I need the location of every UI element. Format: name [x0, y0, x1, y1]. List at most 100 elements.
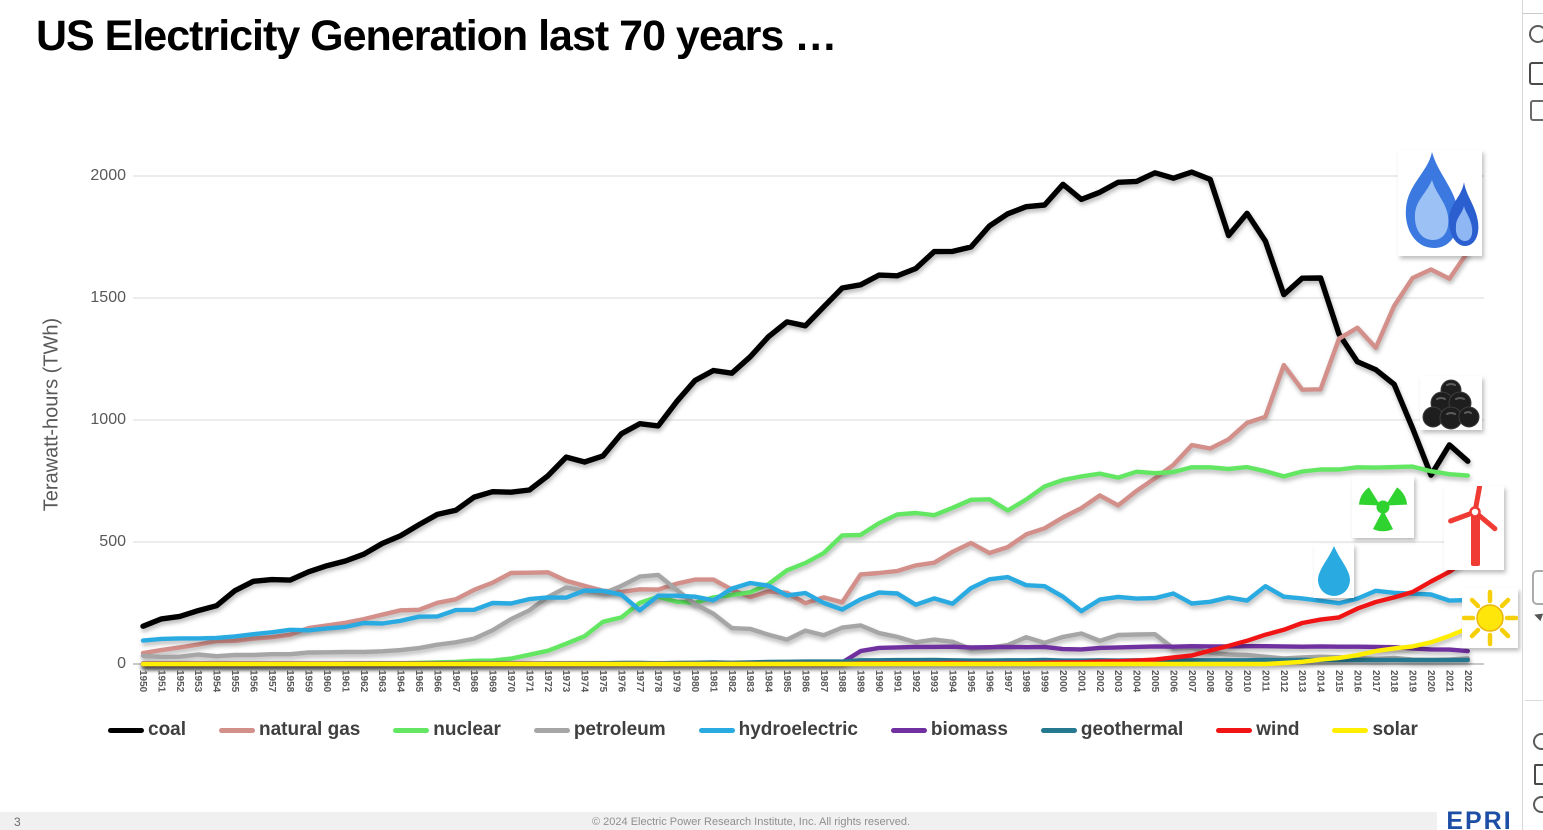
x-tick-label: 1988: [836, 670, 848, 693]
x-tick-label: 2007: [1185, 670, 1197, 693]
x-tick-label: 1991: [891, 670, 903, 693]
x-tick-label: 1974: [578, 670, 590, 693]
panel-icon-fragment-circle-2[interactable]: [1533, 733, 1543, 750]
x-tick-label: 1998: [1020, 670, 1032, 693]
x-tick-label: 1990: [873, 670, 884, 693]
x-tick-label: 1961: [339, 670, 351, 693]
x-tick-label: 1993: [928, 670, 940, 693]
series-line-coal: [140, 169, 1471, 629]
legend-item-natural-gas: natural gas: [218, 719, 360, 741]
x-tick-label: 1982: [725, 670, 737, 693]
legend-label: coal: [148, 719, 187, 740]
x-tick-label: 1968: [468, 670, 480, 693]
series-line-solar: [140, 626, 1471, 667]
chart-legend: coal natural gas nuclear petroleum hydroelec…: [108, 719, 1418, 741]
radiation-icon: [1352, 476, 1414, 538]
x-tick-label: 1978: [652, 670, 664, 693]
panel-divider-middle: [1525, 700, 1543, 701]
x-tick-label: 1958: [284, 670, 296, 693]
x-tick-label: 2022: [1461, 670, 1473, 693]
legend-swatch: [218, 727, 255, 733]
x-tick-label: 1996: [983, 670, 995, 693]
x-tick-label: 1950: [137, 670, 148, 693]
x-tick-label: 1959: [302, 670, 314, 693]
x-tick-label: 1992: [909, 670, 921, 693]
x-tick-label: 2006: [1167, 670, 1179, 693]
x-tick-label: 1965: [413, 670, 424, 693]
x-tick-label: 1981: [707, 670, 719, 693]
x-tick-label: 1995: [965, 670, 976, 693]
legend-label: petroleum: [573, 719, 666, 740]
x-tick-label: 2016: [1351, 670, 1363, 693]
panel-icon-fragment-circle-3[interactable]: [1533, 796, 1543, 813]
x-tick-label: 2009: [1222, 670, 1234, 693]
legend-swatch: [108, 727, 144, 733]
x-tick-label: 2004: [1130, 670, 1142, 693]
x-tick-label: 2008: [1204, 670, 1216, 693]
x-tick-label: 1962: [357, 670, 369, 693]
coal-pile-icon: [1420, 376, 1482, 430]
x-tick-label: 1984: [762, 670, 774, 693]
wind-turbine-icon: [1444, 486, 1504, 570]
legend-item-hydroelectric: hydroelectric: [698, 719, 858, 741]
x-tick-label: 1999: [1038, 670, 1050, 693]
x-tick-label: 1951: [155, 670, 167, 693]
x-tick-label: 1977: [633, 670, 645, 693]
legend-swatch: [1040, 727, 1077, 733]
x-tick-label: 1964: [394, 670, 406, 693]
x-tick-label: 2002: [1093, 670, 1105, 693]
legend-swatch: [393, 727, 430, 733]
x-tick-label: 2018: [1388, 670, 1400, 693]
x-tick-label: 2005: [1149, 670, 1160, 693]
legend-label: solar: [1372, 719, 1418, 740]
gas-flame-icon: [1398, 150, 1482, 256]
x-tick-label: 1954: [210, 670, 222, 693]
legend-label: nuclear: [433, 719, 501, 740]
x-tick-label: 2015: [1333, 670, 1344, 693]
legend-item-nuclear: nuclear: [393, 719, 501, 741]
epri-logo: EPRI: [1437, 806, 1522, 830]
copyright-text: © 2024 Electric Power Research Institute…: [592, 816, 911, 828]
x-tick-label: 1963: [376, 670, 388, 693]
x-tick-label: 2014: [1314, 670, 1326, 693]
x-tick-label: 1976: [615, 670, 627, 693]
x-tick-label: 1966: [431, 670, 443, 693]
panel-icon-fragment-square[interactable]: [1529, 62, 1543, 85]
series-line-petroleum: [140, 572, 1471, 663]
x-tick-label: 1997: [1001, 670, 1013, 693]
legend-label: geothermal: [1080, 719, 1184, 740]
legend-swatch: [1216, 727, 1253, 733]
panel-cursor-fragment: [1532, 610, 1543, 622]
series-line-natural-gas: [140, 249, 1471, 656]
water-drop-icon: [1314, 544, 1354, 598]
x-tick-label: 2010: [1241, 670, 1252, 693]
legend-item-petroleum: petroleum: [533, 719, 666, 741]
panel-icon-fragment-bracket[interactable]: [1534, 764, 1543, 785]
panel-button-fragment[interactable]: [1532, 570, 1543, 605]
y-tick-label: 500: [99, 533, 126, 550]
x-tick-label: 1980: [689, 670, 700, 693]
panel-icon-fragment-square-2[interactable]: [1530, 100, 1543, 121]
footer-bar: [0, 812, 1522, 830]
panel-icon-fragment-circle[interactable]: [1529, 25, 1543, 43]
legend-swatch: [890, 727, 927, 733]
x-tick-label: 2000: [1057, 670, 1068, 693]
legend-swatch: [698, 727, 735, 733]
legend-item-solar: solar: [1332, 719, 1418, 741]
x-tick-label: 1975: [597, 670, 608, 693]
x-tick-label: 1956: [247, 670, 259, 693]
x-tick-label: 1967: [449, 670, 461, 693]
x-tick-label: 1955: [229, 670, 240, 693]
x-tick-label: 1983: [744, 670, 756, 693]
sun-icon: [1462, 588, 1518, 648]
page-number: 3: [14, 815, 21, 829]
legend-item-geothermal: geothermal: [1040, 719, 1184, 741]
y-tick-label: 0: [117, 655, 126, 672]
legend-swatch: [533, 727, 570, 733]
x-tick-label: 2003: [1112, 670, 1124, 693]
x-tick-label: 2011: [1259, 670, 1271, 692]
x-tick-label: 2012: [1277, 670, 1289, 693]
x-tick-label: 2020: [1425, 670, 1436, 693]
x-tick-label: 1987: [817, 670, 829, 693]
